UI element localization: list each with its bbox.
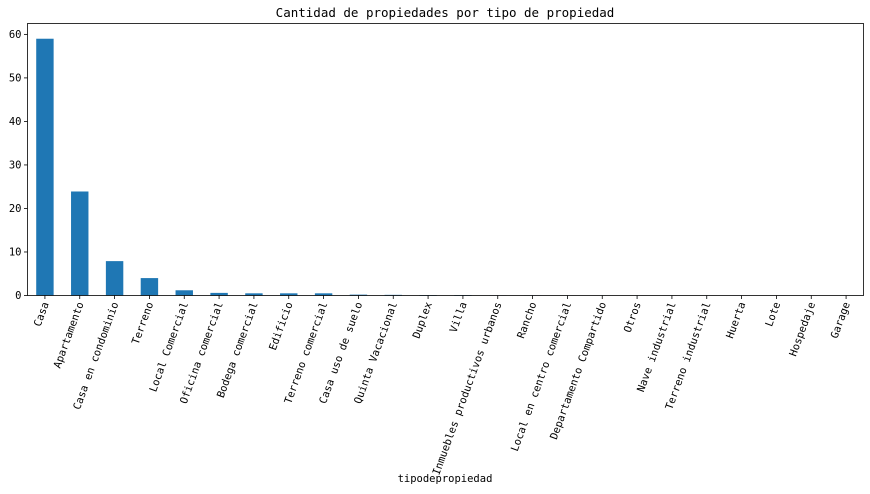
bar — [176, 290, 193, 295]
bar — [71, 191, 88, 295]
x-tick-label: Local en centro comercial — [509, 300, 574, 453]
y-tick-label: 30 — [9, 159, 22, 171]
x-tick-label: Local Comercial — [147, 300, 191, 393]
x-tick-label: Terreno — [130, 300, 156, 346]
y-tick-label: 20 — [9, 203, 22, 215]
bar — [36, 39, 53, 296]
x-tick-label: Hospedaje — [787, 300, 818, 358]
chart-title: Cantidad de propiedades por tipo de prop… — [276, 5, 615, 20]
bar — [141, 278, 158, 295]
y-tick-label: 40 — [9, 116, 22, 128]
x-tick-label: Lote — [763, 300, 783, 328]
y-tick-label: 10 — [9, 246, 22, 258]
x-tick-label: Edificio — [267, 300, 296, 352]
x-tick-label: Otros — [622, 300, 644, 334]
x-tick-label: Nave industrial — [635, 300, 679, 393]
x-tick-label: Duplex — [411, 300, 435, 340]
x-tick-label: Inmuebles productivos urbanos — [431, 300, 505, 476]
x-tick-label: Garage — [829, 300, 853, 340]
plot-frame — [28, 24, 864, 296]
x-tick-label: Huerta — [724, 300, 748, 340]
x-tick-label: Apartamento — [52, 300, 87, 369]
x-tick-label: Casa — [32, 300, 52, 328]
x-tick-label: Villa — [448, 300, 470, 334]
y-tick-label: 0 — [15, 290, 21, 302]
x-axis-label: tipodepropiedad — [398, 473, 493, 485]
y-tick-label: 60 — [9, 29, 22, 41]
bar — [106, 261, 123, 295]
x-tick-label: Rancho — [515, 300, 539, 340]
y-tick-label: 50 — [9, 72, 22, 84]
